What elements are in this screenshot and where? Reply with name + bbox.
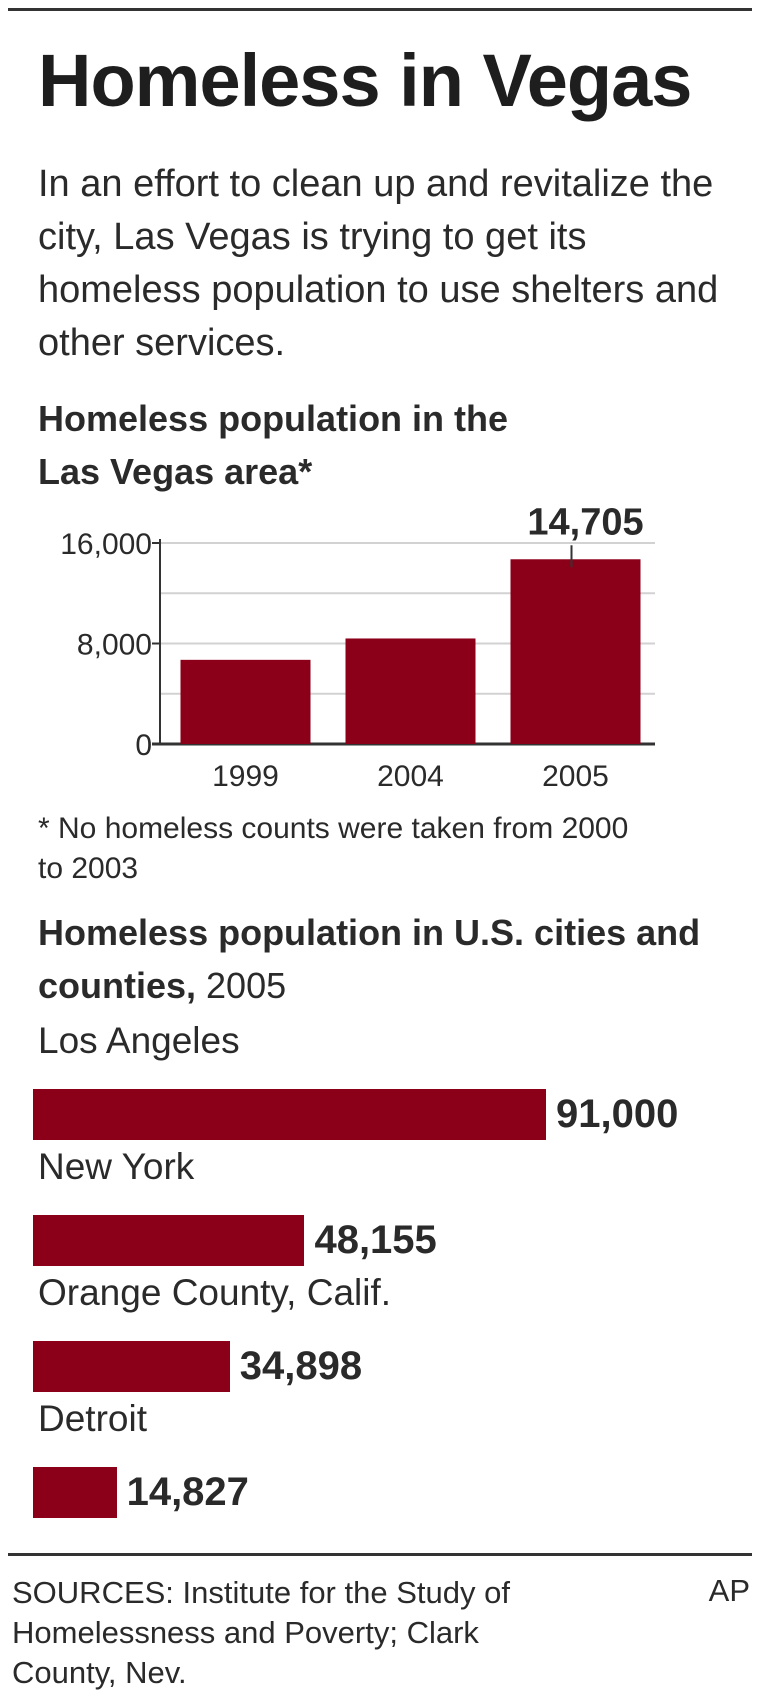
- city-value-label: 34,898: [239, 1344, 363, 1388]
- y-tick-label: 16,000: [60, 528, 152, 561]
- sources-note: SOURCES: Institute for the Study of Home…: [12, 1575, 510, 1690]
- y-tick-label: 0: [135, 729, 152, 762]
- x-tick-label: 2004: [377, 760, 444, 793]
- value-label: 14,705: [527, 501, 643, 543]
- bar-2005: [510, 559, 641, 744]
- city-label: Detroit: [38, 1398, 147, 1439]
- top-rule: [8, 8, 752, 11]
- city-label: Orange County, Calif.: [38, 1272, 392, 1313]
- footnote: * No homeless counts were taken from 200…: [38, 812, 629, 885]
- city-bar: [33, 1467, 117, 1518]
- cities-chart-title: Homeless population in U.S. cities and c…: [38, 906, 738, 1012]
- graphic-title: Homeless in Vegas: [38, 39, 692, 122]
- bar-1999: [180, 659, 311, 744]
- city-value-label: 91,000: [556, 1092, 679, 1136]
- x-tick-label: 1999: [212, 760, 279, 793]
- city-label: New York: [38, 1146, 195, 1187]
- credit-ap: AP: [708, 1573, 750, 1608]
- city-bar: [33, 1341, 230, 1392]
- cities-chart-title-year: 2005: [196, 965, 287, 1006]
- vegas-chart-title: Homeless population in the Las Vegas are…: [38, 398, 509, 492]
- cities-chart-title-bold: Homeless population in U.S. cities and c…: [38, 912, 701, 1006]
- y-tick-label: 8,000: [77, 629, 152, 662]
- bar-2004: [345, 638, 476, 744]
- x-tick-label: 2005: [542, 760, 609, 793]
- city-value-label: 48,155: [314, 1218, 437, 1262]
- city-value-label: 14,827: [126, 1470, 249, 1514]
- city-label: Los Angeles: [38, 1020, 240, 1061]
- bottom-rule: [8, 1553, 752, 1556]
- city-bar: [33, 1215, 305, 1266]
- vegas-bar-chart: 0 8,000 16,000 1999 2004 2005 14,705: [60, 501, 655, 793]
- intro-text: In an effort to clean up and revitalize …: [38, 163, 719, 364]
- city-bar: [33, 1089, 546, 1140]
- cities-bar-chart: Los Angeles 91,000 New York 48,155 Orange Co…: [0, 1020, 760, 1530]
